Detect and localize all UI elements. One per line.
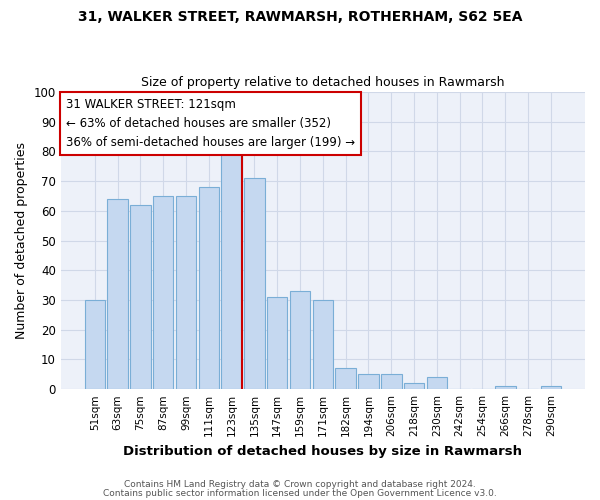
- Text: 31, WALKER STREET, RAWMARSH, ROTHERHAM, S62 5EA: 31, WALKER STREET, RAWMARSH, ROTHERHAM, …: [78, 10, 522, 24]
- Bar: [404, 383, 424, 389]
- Title: Size of property relative to detached houses in Rawmarsh: Size of property relative to detached ho…: [141, 76, 505, 90]
- Bar: [541, 386, 561, 389]
- Bar: [495, 386, 515, 389]
- X-axis label: Distribution of detached houses by size in Rawmarsh: Distribution of detached houses by size …: [124, 444, 523, 458]
- Bar: [85, 300, 105, 389]
- Bar: [199, 187, 219, 389]
- Text: 31 WALKER STREET: 121sqm
← 63% of detached houses are smaller (352)
36% of semi-: 31 WALKER STREET: 121sqm ← 63% of detach…: [66, 98, 355, 149]
- Bar: [221, 146, 242, 389]
- Bar: [267, 297, 287, 389]
- Bar: [130, 205, 151, 389]
- Bar: [358, 374, 379, 389]
- Bar: [313, 300, 333, 389]
- Text: Contains HM Land Registry data © Crown copyright and database right 2024.: Contains HM Land Registry data © Crown c…: [124, 480, 476, 489]
- Bar: [427, 378, 447, 389]
- Bar: [107, 199, 128, 389]
- Bar: [381, 374, 401, 389]
- Y-axis label: Number of detached properties: Number of detached properties: [15, 142, 28, 339]
- Bar: [244, 178, 265, 389]
- Bar: [290, 291, 310, 389]
- Bar: [335, 368, 356, 389]
- Bar: [153, 196, 173, 389]
- Text: Contains public sector information licensed under the Open Government Licence v3: Contains public sector information licen…: [103, 488, 497, 498]
- Bar: [176, 196, 196, 389]
